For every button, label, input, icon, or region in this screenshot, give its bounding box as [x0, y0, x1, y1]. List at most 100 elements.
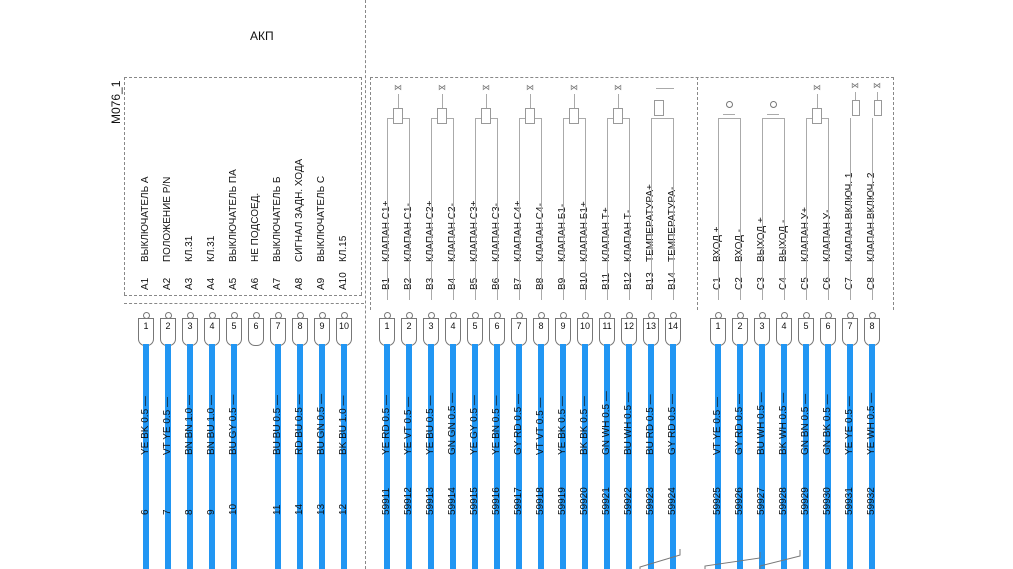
wire-spec-label: VT YE 0.5 —: [162, 397, 173, 455]
connector-pin: 6: [248, 318, 264, 346]
connector-pin: 2: [160, 318, 176, 346]
wire-number-label: 14: [294, 503, 305, 515]
wire-number-label: 11: [272, 504, 283, 515]
frame-a-bottom: [124, 295, 362, 296]
pin-code: A2: [162, 277, 173, 290]
internal-lead: [431, 118, 432, 300]
wire-spec-label: BU GY 0.5 —: [228, 394, 239, 455]
solenoid-icon: [393, 108, 403, 124]
pin-code: A7: [272, 277, 283, 290]
wire: [604, 344, 610, 569]
connector-pin: 10: [336, 318, 352, 346]
valve-icon: ⋈: [873, 81, 881, 90]
internal-lead: [762, 118, 763, 300]
wire-spec-label: YE BK 0.5 —: [557, 396, 568, 455]
wire: [715, 344, 721, 569]
wire-number-label: 59911: [381, 487, 392, 515]
connector-pin: 6: [820, 318, 836, 346]
valve-icon: ⋈: [614, 83, 622, 92]
wire-spec-label: VT VT 0.5 —: [535, 397, 546, 455]
wire-number-label: 59918: [535, 487, 546, 515]
wire-spec-label: BU RD 0.5 —: [645, 394, 656, 455]
valve-stem: [398, 94, 399, 108]
wire: [165, 344, 171, 569]
connector-pin: 1: [138, 318, 154, 346]
wire-spec-label: BU WH 0.5 —: [623, 392, 634, 455]
solenoid-icon: [874, 100, 882, 116]
internal-lead: [629, 118, 630, 300]
internal-lead: [673, 118, 674, 300]
pin-code: A5: [228, 277, 239, 290]
pin-function-label: КЛ.31: [206, 235, 217, 262]
valve-icon: ⋈: [482, 83, 490, 92]
connector-pin: 2: [732, 318, 748, 346]
connector-pin: 3: [754, 318, 770, 346]
connector-pin: 10: [577, 318, 593, 346]
wire-spec-label: YE GY 0.5 —: [469, 395, 480, 455]
valve-icon: ⋈: [526, 83, 534, 92]
wire-number-label: 9: [206, 509, 217, 515]
frame-b-left: [370, 77, 371, 310]
wire: [209, 344, 215, 569]
wire-number-label: 59931: [844, 487, 855, 515]
valve-stem: [530, 94, 531, 108]
internal-lead: [453, 118, 454, 300]
connector-pin: 4: [445, 318, 461, 346]
pin-function-label: ВЫКЛЮЧАТЕЛЬ Б: [272, 176, 283, 262]
pin-function-label: ВЫКЛЮЧАТЕЛЬ А: [140, 176, 151, 262]
sensor-icon: [770, 101, 777, 108]
internal-lead: [607, 118, 608, 300]
wire: [737, 344, 743, 569]
wire-number-label: 59921: [601, 487, 612, 515]
wire-spec-label: GN WH 0.5 —: [601, 391, 612, 455]
internal-bridge: [651, 118, 673, 119]
pin-code: A6: [250, 277, 261, 290]
frame-divider-main: [365, 0, 366, 569]
wire-spec-label: GY RD 0.5 —: [667, 394, 678, 455]
connector-pin: 11: [599, 318, 615, 346]
valve-stem: [442, 94, 443, 108]
internal-lead: [718, 118, 719, 300]
wire-number-label: 59929: [800, 487, 811, 515]
internal-lead: [828, 118, 829, 300]
connector-pin: 4: [204, 318, 220, 346]
internal-lead: [541, 118, 542, 300]
wire: [560, 344, 566, 569]
pin-function-label: ПОЛОЖЕНИЕ P/N: [162, 176, 173, 262]
solenoid-icon: [481, 108, 491, 124]
pin-code: A10: [338, 272, 349, 290]
connector-pin: 8: [864, 318, 880, 346]
connector-pin: 1: [379, 318, 395, 346]
valve-icon: ⋈: [570, 83, 578, 92]
wire: [516, 344, 522, 569]
wire: [538, 344, 544, 569]
internal-lead: [585, 118, 586, 300]
solenoid-icon: [569, 108, 579, 124]
internal-lead: [651, 118, 652, 300]
wire-number-label: 59923: [645, 487, 656, 515]
frame-a-left: [124, 77, 125, 295]
wire-spec-label: VT YE 0.5 —: [712, 397, 723, 455]
connector-pin: 4: [776, 318, 792, 346]
valve-stem: [574, 94, 575, 108]
internal-lead: [497, 118, 498, 300]
temp-sensor-top: [656, 88, 674, 89]
wire-spec-label: BK WH 0.5 —: [778, 392, 789, 455]
frame-c-right: [893, 77, 894, 310]
internal-lead: [519, 118, 520, 300]
wire: [781, 344, 787, 569]
connector-pin: 3: [182, 318, 198, 346]
wire-number-label: 8: [184, 509, 195, 515]
sensor-bar: [767, 114, 779, 115]
connector-id: M076_1: [109, 80, 123, 124]
connector-pin: 1: [710, 318, 726, 346]
wire-number-label: 59913: [425, 487, 436, 515]
wire-number-label: 59922: [623, 487, 634, 515]
valve-stem: [486, 94, 487, 108]
wire: [450, 344, 456, 569]
wire: [275, 344, 281, 569]
connector-pin: 3: [423, 318, 439, 346]
wire-spec-label: RD BU 0.5 —: [294, 394, 305, 455]
solenoid-icon: [812, 108, 822, 124]
